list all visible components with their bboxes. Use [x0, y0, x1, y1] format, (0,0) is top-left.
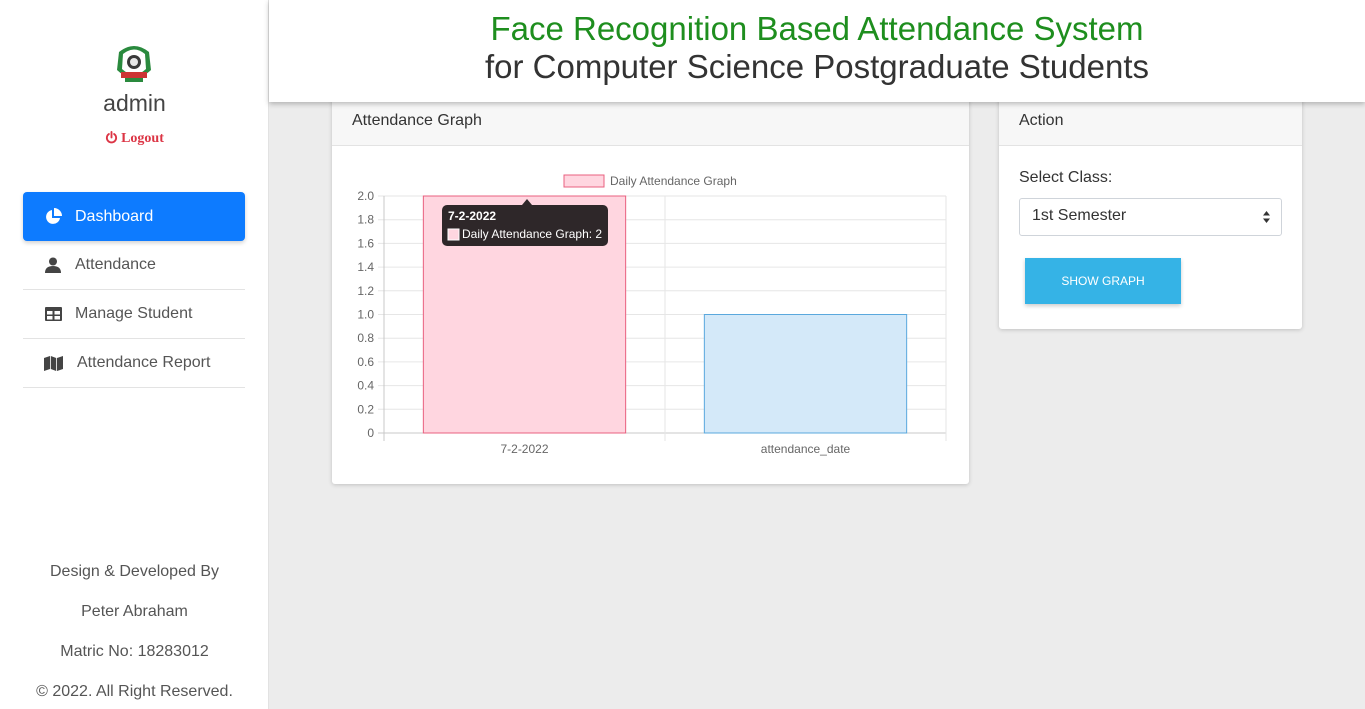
y-tick-label: 0.8 [357, 331, 374, 345]
sidebar-item-label: Manage Student [75, 305, 193, 322]
y-tick-label: 0 [367, 426, 374, 440]
power-icon [106, 131, 118, 144]
page-header: Face Recognition Based Attendance System… [269, 0, 1365, 102]
logout-link[interactable]: Logout [0, 131, 269, 147]
user-icon [43, 256, 63, 274]
show-graph-button[interactable]: SHOW GRAPH [1025, 258, 1181, 304]
sidebar-item-dashboard[interactable]: Dashboard [23, 192, 245, 241]
university-logo [117, 46, 151, 82]
bar [703, 314, 908, 434]
attendance-graph-card: Attendance Graph Daily Attendance Graph 0… [332, 97, 969, 484]
class-select-value: 1st Semester [1032, 207, 1127, 224]
page-title: Face Recognition Based Attendance System [490, 10, 1144, 47]
credits: Design & Developed By Peter Abraham Matr… [0, 563, 269, 709]
sidebar-item-manage-student[interactable]: Manage Student [23, 290, 245, 339]
y-tick-label: 0.6 [357, 355, 374, 369]
x-tick-label: attendance_date [761, 442, 851, 456]
card-title: Action [999, 97, 1302, 146]
y-tick-label: 1.6 [357, 236, 374, 250]
tooltip-swatch [447, 228, 460, 241]
select-class-label: Select Class: [1019, 169, 1113, 186]
tooltip-caret [522, 199, 532, 205]
class-select[interactable]: 1st Semester [1019, 198, 1282, 236]
pie-chart-icon [43, 207, 63, 226]
tooltip-box [442, 205, 608, 246]
sidebar: admin Logout Dashboard Attendance Manage… [0, 0, 269, 709]
y-tick-label: 1.2 [357, 284, 374, 298]
tooltip-text: Daily Attendance Graph: 2 [462, 227, 602, 241]
action-card: Action Select Class: 1st Semester SHOW G… [999, 97, 1302, 329]
credits-line: Design & Developed By [50, 563, 219, 580]
y-tick-label: 0.4 [357, 379, 374, 393]
attendance-chart: Daily Attendance Graph 0 0.2 0.4 0.6 0.8 1.0 1.… [357, 174, 947, 456]
legend-label: Daily Attendance Graph [610, 174, 737, 188]
copyright: © 2022. All Right Reserved. [36, 683, 233, 700]
tooltip-title: 7-2-2022 [448, 209, 496, 223]
y-tick-label: 0.2 [357, 402, 374, 416]
y-tick-label: 1.0 [357, 308, 374, 322]
y-tick-label: 1.4 [357, 260, 374, 274]
sidebar-item-label: Dashboard [75, 207, 154, 225]
map-icon [43, 354, 63, 372]
matric-number: Matric No: 18283012 [60, 643, 209, 660]
x-tick-label: 7-2-2022 [500, 442, 548, 456]
sidebar-nav: Dashboard Attendance Manage Student Atte… [23, 192, 245, 388]
logout-label: Logout [121, 131, 164, 146]
y-tick-label: 1.8 [357, 213, 374, 227]
page-subtitle: for Computer Science Postgraduate Studen… [484, 48, 1150, 85]
sidebar-item-label: Attendance Report [77, 354, 211, 371]
sidebar-item-label: Attendance [75, 256, 156, 273]
developer-name: Peter Abraham [81, 603, 188, 620]
sidebar-item-attendance[interactable]: Attendance [23, 241, 245, 290]
select-arrows-icon [1263, 211, 1270, 223]
table-icon [43, 305, 63, 323]
y-tick-label: 2.0 [357, 189, 374, 203]
sidebar-item-attendance-report[interactable]: Attendance Report [23, 339, 245, 388]
username: admin [103, 90, 166, 116]
legend-swatch [563, 174, 605, 188]
card-title: Attendance Graph [332, 97, 969, 146]
